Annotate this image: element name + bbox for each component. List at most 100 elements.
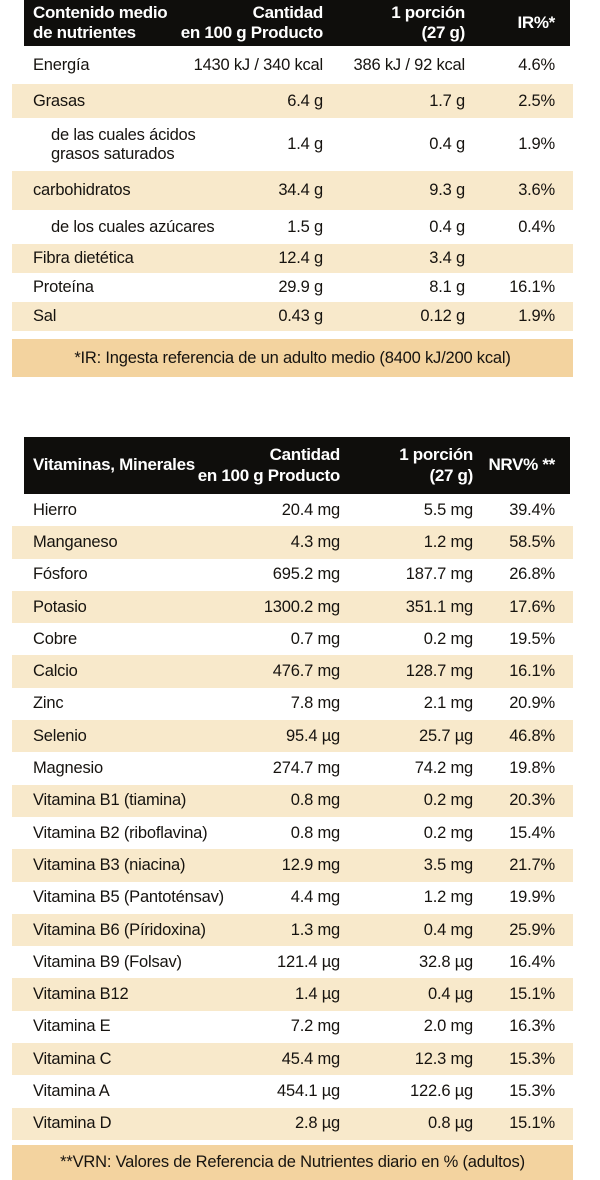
amount-per-100g: 45.4 mg [281, 1049, 340, 1068]
reference-intake-percent: 20.3% [509, 791, 555, 810]
reference-intake-percent: 4.6% [518, 55, 555, 74]
reference-intake-percent: 19.8% [509, 759, 555, 778]
ir-footnote-text: *IR: Ingesta referencia de un adulto med… [74, 348, 511, 367]
nutrient-name: Vitamina A [33, 1082, 110, 1100]
nutrients-table: Contenido medio de nutrientes Cantidad e… [0, 0, 600, 377]
reference-intake-percent: 39.4% [509, 500, 555, 519]
nutrient-name: de las cuales ácidos grasos saturados [51, 125, 196, 163]
reference-intake-percent: 15.3% [509, 1082, 555, 1100]
amount-per-100g: 274.7 mg [272, 759, 340, 778]
reference-intake-percent: 16.1% [509, 278, 555, 297]
column-header-nutrients: Contenido medio de nutrientes [33, 2, 168, 42]
ir-footnote: *IR: Ingesta referencia de un adulto med… [12, 339, 573, 377]
nutrient-name: Hierro [33, 500, 77, 519]
amount-per-portion: 0.4 g [429, 135, 465, 154]
nutrient-name: Fibra dietética [33, 249, 134, 268]
amount-per-100g: 29.9 g [278, 278, 323, 297]
nutrient-name: Calcio [33, 662, 78, 681]
column-header-amount-100g: Cantidad en 100 g Producto [180, 2, 324, 42]
amount-per-100g: 454.1 µg [277, 1082, 340, 1100]
amount-per-portion: 0.4 mg [423, 920, 473, 939]
nutrient-name: Manganeso [33, 532, 118, 551]
nutrient-name: carbohidratos [33, 181, 131, 200]
table-row: Vitamina E 7.2 mg 2.0 mg 16.3% [12, 1011, 573, 1043]
reference-intake-percent: 16.4% [509, 952, 555, 971]
nutrient-name: Sal [33, 307, 57, 326]
amount-per-100g: 12.9 mg [281, 855, 340, 874]
table-row: Vitamina B12 1.4 µg 0.4 µg 15.1% [12, 978, 573, 1011]
reference-intake-percent: 15.1% [509, 985, 555, 1004]
table-row: Vitamina A 454.1 µg 122.6 µg 15.3% [12, 1075, 573, 1107]
reference-intake-percent: 21.7% [509, 855, 555, 874]
amount-per-portion: 32.8 µg [419, 952, 473, 971]
table-row: Vitamina B3 (niacina) 12.9 mg 3.5 mg 21.… [12, 849, 573, 882]
reference-intake-percent: 26.8% [509, 565, 555, 584]
column-header-amount-100g: Cantidad en 100 g Producto [197, 445, 341, 485]
nutrient-name: Vitamina C [33, 1049, 112, 1068]
table-row: Zinc 7.8 mg 2.1 mg 20.9% [12, 688, 573, 720]
vitamins-table-header: Vitaminas, Minerales Cantidad en 100 g P… [24, 437, 570, 494]
table-row: Potasio 1300.2 mg 351.1 mg 17.6% [12, 590, 573, 624]
amount-per-100g: 4.3 mg [290, 532, 340, 551]
amount-per-100g: 7.2 mg [290, 1017, 340, 1036]
nutrient-name: Vitamina B6 (Píridoxina) [33, 920, 206, 939]
amount-per-portion: 0.2 mg [423, 791, 473, 810]
amount-per-100g: 0.8 mg [290, 823, 340, 842]
amount-per-portion: 5.5 mg [423, 500, 473, 519]
nutrient-name: Zinc [33, 694, 64, 713]
amount-per-portion: 351.1 mg [405, 597, 473, 616]
amount-per-portion: 386 kJ / 92 kcal [353, 55, 466, 74]
nutrient-name: Vitamina D [33, 1114, 112, 1133]
reference-intake-percent: 15.4% [509, 823, 555, 842]
table-row: Vitamina D 2.8 µg 0.8 µg 15.1% [12, 1107, 573, 1140]
amount-per-100g: 0.43 g [278, 307, 323, 326]
reference-intake-percent: 17.6% [509, 597, 555, 616]
amount-per-100g: 12.4 g [278, 249, 323, 268]
column-header-ir-percent: IR%* [517, 12, 555, 32]
amount-per-portion: 0.4 µg [427, 985, 473, 1004]
amount-per-100g: 7.8 mg [290, 694, 340, 713]
column-header-portion: 1 porción (27 g) [391, 2, 465, 42]
reference-intake-percent: 1.9% [518, 307, 555, 326]
reference-intake-percent: 46.8% [509, 726, 555, 745]
nutrient-name: Vitamina B2 (riboflavina) [33, 823, 208, 842]
amount-per-portion: 25.7 µg [419, 726, 473, 745]
nutrient-name: Vitamina E [33, 1017, 111, 1036]
amount-per-portion: 74.2 mg [414, 759, 473, 778]
vrn-footnote-text: **VRN: Valores de Referencia de Nutrient… [60, 1152, 525, 1171]
amount-per-100g: 1.4 µg [294, 985, 340, 1004]
reference-intake-percent: 25.9% [509, 920, 555, 939]
table-row: Fibra dietética 12.4 g 3.4 g [12, 244, 573, 273]
table-row: Vitamina B6 (Píridoxina) 1.3 mg 0.4 mg 2… [12, 913, 573, 947]
amount-per-100g: 121.4 µg [277, 952, 340, 971]
nutrient-name: Energía [33, 55, 90, 74]
nutrient-name: Vitamina B3 (niacina) [33, 855, 186, 874]
amount-per-portion: 0.2 mg [423, 629, 473, 648]
table-row: Vitamina B5 (Pantoténsav) 4.4 mg 1.2 mg … [12, 882, 573, 914]
vitamins-minerals-table: Vitaminas, Minerales Cantidad en 100 g P… [0, 437, 600, 1180]
vitamins-rows: Hierro 20.4 mg 5.5 mg 39.4% Manganeso 4.… [12, 494, 573, 1140]
amount-per-100g: 0.8 mg [290, 791, 340, 810]
reference-intake-percent: 16.1% [509, 662, 555, 681]
amount-per-100g: 4.4 mg [290, 888, 340, 907]
amount-per-portion: 8.1 g [429, 278, 465, 297]
amount-per-portion: 0.8 µg [427, 1114, 473, 1133]
table-row: de los cuales azúcares 1.5 g 0.4 g 0.4% [12, 210, 573, 244]
table-row: Proteína 29.9 g 8.1 g 16.1% [12, 273, 573, 302]
reference-intake-percent: 15.3% [509, 1049, 555, 1068]
reference-intake-percent: 15.1% [509, 1114, 555, 1133]
table-row: Sal 0.43 g 0.12 g 1.9% [12, 302, 573, 331]
reference-intake-percent: 16.3% [509, 1017, 555, 1036]
table-row: Hierro 20.4 mg 5.5 mg 39.4% [12, 494, 573, 526]
reference-intake-percent: 0.4% [518, 217, 555, 236]
amount-per-100g: 695.2 mg [272, 565, 340, 584]
table-row: Calcio 476.7 mg 128.7 mg 16.1% [12, 655, 573, 688]
amount-per-100g: 1.5 g [287, 217, 323, 236]
nutrient-name: Proteína [33, 278, 94, 297]
nutrient-name: Vitamina B5 (Pantoténsav) [33, 888, 224, 907]
table-row: Magnesio 274.7 mg 74.2 mg 19.8% [12, 752, 573, 784]
nutrient-name: Vitamina B9 (Folsav) [33, 952, 182, 971]
nutrient-name: Grasas [33, 91, 85, 110]
amount-per-100g: 34.4 g [278, 181, 323, 200]
table-row: Manganeso 4.3 mg 1.2 mg 58.5% [12, 526, 573, 559]
